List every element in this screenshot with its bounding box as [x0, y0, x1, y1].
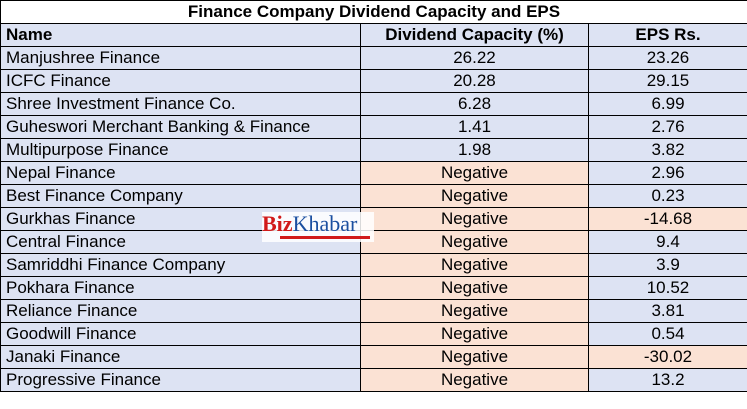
- header-row: Name Dividend Capacity (%) EPS Rs.: [0, 23, 747, 47]
- logo-blue: Khabar: [292, 211, 358, 236]
- dividend-capacity: Negative: [360, 253, 589, 277]
- company-name: Janaki Finance: [0, 345, 361, 369]
- dividend-capacity: Negative: [360, 368, 589, 392]
- dividend-capacity: Negative: [360, 276, 589, 300]
- eps-value: -14.68: [588, 207, 747, 231]
- table-row: Gurkhas Finance Negative -14.68: [0, 207, 747, 231]
- dividend-capacity: 20.28: [360, 69, 589, 93]
- company-name: Nepal Finance: [0, 161, 361, 185]
- dividend-capacity: Negative: [360, 184, 589, 208]
- logo-bar: [280, 236, 370, 239]
- dividend-capacity: Negative: [360, 230, 589, 254]
- table-row: Guheswori Merchant Banking & Finance 1.41…: [0, 115, 747, 139]
- eps-value: 3.9: [588, 253, 747, 277]
- eps-value: 0.23: [588, 184, 747, 208]
- table-row: Best Finance Company Negative 0.23: [0, 184, 747, 208]
- table-row: Manjushree Finance 26.22 23.26: [0, 46, 747, 70]
- eps-value: 13.2: [588, 368, 747, 392]
- watermark-logo: BizKhabar: [262, 212, 374, 242]
- table-title: Finance Company Dividend Capacity and EP…: [0, 0, 747, 24]
- table-row: Nepal Finance Negative 2.96: [0, 161, 747, 185]
- company-name: Guheswori Merchant Banking & Finance: [0, 115, 361, 139]
- table-body: Manjushree Finance 26.22 23.26 ICFC Finance…: [0, 46, 747, 392]
- dividend-capacity: Negative: [360, 161, 589, 185]
- eps-value: 3.81: [588, 299, 747, 323]
- table-row: Multipurpose Finance 1.98 3.82: [0, 138, 747, 162]
- eps-value: 23.26: [588, 46, 747, 70]
- table-row: Pokhara Finance Negative 10.52: [0, 276, 747, 300]
- table-row: Progressive Finance Negative 13.2: [0, 368, 747, 392]
- dividend-capacity: Negative: [360, 322, 589, 346]
- column-header: Name: [0, 23, 361, 47]
- company-name: Best Finance Company: [0, 184, 361, 208]
- table-row: ICFC Finance 20.28 29.15: [0, 69, 747, 93]
- company-name: ICFC Finance: [0, 69, 361, 93]
- dividend-capacity: Negative: [360, 299, 589, 323]
- company-name: Multipurpose Finance: [0, 138, 361, 162]
- column-header: Dividend Capacity (%): [360, 23, 589, 47]
- company-name: Samriddhi Finance Company: [0, 253, 361, 277]
- table-row: Janaki Finance Negative -30.02: [0, 345, 747, 369]
- dividend-capacity: 26.22: [360, 46, 589, 70]
- table-row: Samriddhi Finance Company Negative 3.9: [0, 253, 747, 277]
- eps-value: 29.15: [588, 69, 747, 93]
- table-row: Reliance Finance Negative 3.81: [0, 299, 747, 323]
- eps-value: 2.96: [588, 161, 747, 185]
- table-row: Shree Investment Finance Co. 6.28 6.99: [0, 92, 747, 116]
- eps-value: 10.52: [588, 276, 747, 300]
- company-name: Goodwill Finance: [0, 322, 361, 346]
- company-name: Manjushree Finance: [0, 46, 361, 70]
- company-name: Shree Investment Finance Co.: [0, 92, 361, 116]
- logo-red: Biz: [262, 211, 293, 236]
- data-table: Finance Company Dividend Capacity and EP…: [0, 0, 747, 392]
- dividend-capacity: 6.28: [360, 92, 589, 116]
- eps-value: 6.99: [588, 92, 747, 116]
- column-header: EPS Rs.: [588, 23, 747, 47]
- company-name: Pokhara Finance: [0, 276, 361, 300]
- dividend-capacity: 1.41: [360, 115, 589, 139]
- dividend-capacity: Negative: [360, 207, 589, 231]
- table-row: Goodwill Finance Negative 0.54: [0, 322, 747, 346]
- eps-value: 2.76: [588, 115, 747, 139]
- company-name: Progressive Finance: [0, 368, 361, 392]
- eps-value: 0.54: [588, 322, 747, 346]
- dividend-capacity: 1.98: [360, 138, 589, 162]
- eps-value: -30.02: [588, 345, 747, 369]
- eps-value: 3.82: [588, 138, 747, 162]
- dividend-capacity: Negative: [360, 345, 589, 369]
- eps-value: 9.4: [588, 230, 747, 254]
- company-name: Reliance Finance: [0, 299, 361, 323]
